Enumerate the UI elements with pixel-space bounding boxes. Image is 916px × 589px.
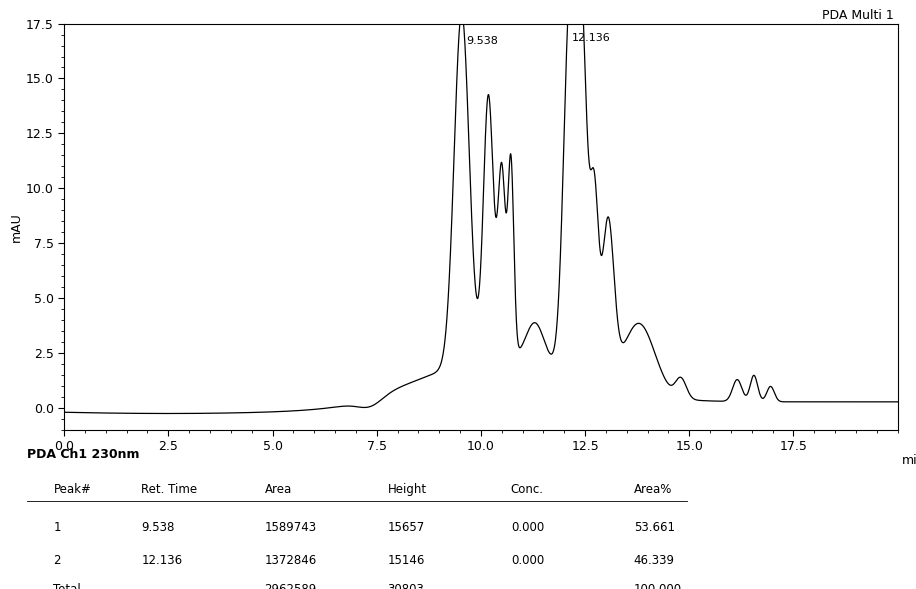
- Text: 1: 1: [53, 521, 61, 534]
- Text: Conc.: Conc.: [511, 483, 544, 496]
- Text: Area%: Area%: [634, 483, 672, 496]
- Text: 15146: 15146: [387, 554, 425, 567]
- Text: 46.339: 46.339: [634, 554, 675, 567]
- Text: 1372846: 1372846: [265, 554, 317, 567]
- Text: Total: Total: [53, 583, 82, 589]
- Text: 15657: 15657: [387, 521, 425, 534]
- Text: 53.661: 53.661: [634, 521, 675, 534]
- Text: 2: 2: [53, 554, 61, 567]
- Text: 9.538: 9.538: [141, 521, 175, 534]
- Text: 30803: 30803: [387, 583, 424, 589]
- Y-axis label: mAU: mAU: [10, 212, 23, 241]
- Text: PDA Multi 1: PDA Multi 1: [822, 8, 893, 22]
- Text: 1589743: 1589743: [265, 521, 317, 534]
- Text: 12.136: 12.136: [572, 34, 611, 44]
- Text: Height: Height: [387, 483, 427, 496]
- Text: Peak#: Peak#: [53, 483, 92, 496]
- Text: 0.000: 0.000: [511, 521, 544, 534]
- Text: min: min: [902, 454, 916, 467]
- Text: Ret. Time: Ret. Time: [141, 483, 198, 496]
- Text: 100.000: 100.000: [634, 583, 682, 589]
- Text: PDA Ch1 230nm: PDA Ch1 230nm: [27, 448, 139, 461]
- Text: 2962589: 2962589: [265, 583, 317, 589]
- Text: 12.136: 12.136: [141, 554, 182, 567]
- Text: Area: Area: [265, 483, 292, 496]
- Text: 0.000: 0.000: [511, 554, 544, 567]
- Text: 9.538: 9.538: [466, 35, 497, 45]
